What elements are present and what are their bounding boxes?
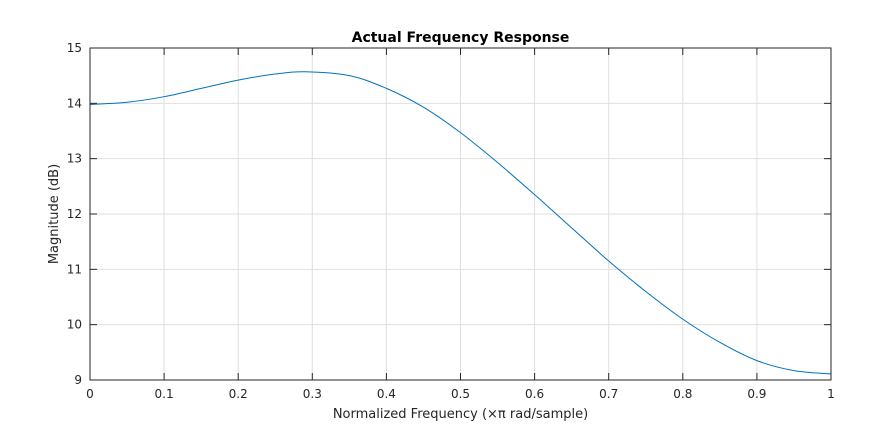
y-tick-label: 12 xyxy=(67,207,82,221)
x-tick-label: 0.5 xyxy=(451,387,470,401)
x-tick-label: 0.8 xyxy=(673,387,692,401)
y-tick-label: 9 xyxy=(74,373,82,387)
x-tick-labels: 0 0.1 0.2 0.3 0.4 0.5 0.6 0.7 0.8 0.9 1 xyxy=(86,387,835,401)
series-line-0 xyxy=(89,71,832,375)
y-tick-label: 15 xyxy=(67,41,82,55)
chart-title: Actual Frequency Response xyxy=(352,30,570,46)
x-tick-label: 0.7 xyxy=(599,387,618,401)
x-axis-label: Normalized Frequency (×π rad/sample) xyxy=(333,407,588,422)
x-tick-label: 0.1 xyxy=(155,387,174,401)
y-tick-label: 14 xyxy=(67,96,82,110)
y-tick-label: 13 xyxy=(67,152,82,166)
y-axis-label: Magnitude (dB) xyxy=(47,164,62,264)
x-tick-label: 0.4 xyxy=(377,387,396,401)
x-tick-label: 0.6 xyxy=(525,387,544,401)
series-layer xyxy=(89,71,832,375)
tick-marks xyxy=(89,47,832,381)
y-tick-labels: 9 10 11 12 13 14 15 xyxy=(67,41,82,387)
x-tick-label: 0.2 xyxy=(229,387,248,401)
x-tick-label: 0 xyxy=(86,387,94,401)
x-tick-label: 1 xyxy=(827,387,835,401)
x-tick-label: 0.3 xyxy=(303,387,322,401)
y-tick-label: 10 xyxy=(67,318,82,332)
y-tick-label: 11 xyxy=(67,262,82,276)
x-tick-label: 0.9 xyxy=(747,387,766,401)
